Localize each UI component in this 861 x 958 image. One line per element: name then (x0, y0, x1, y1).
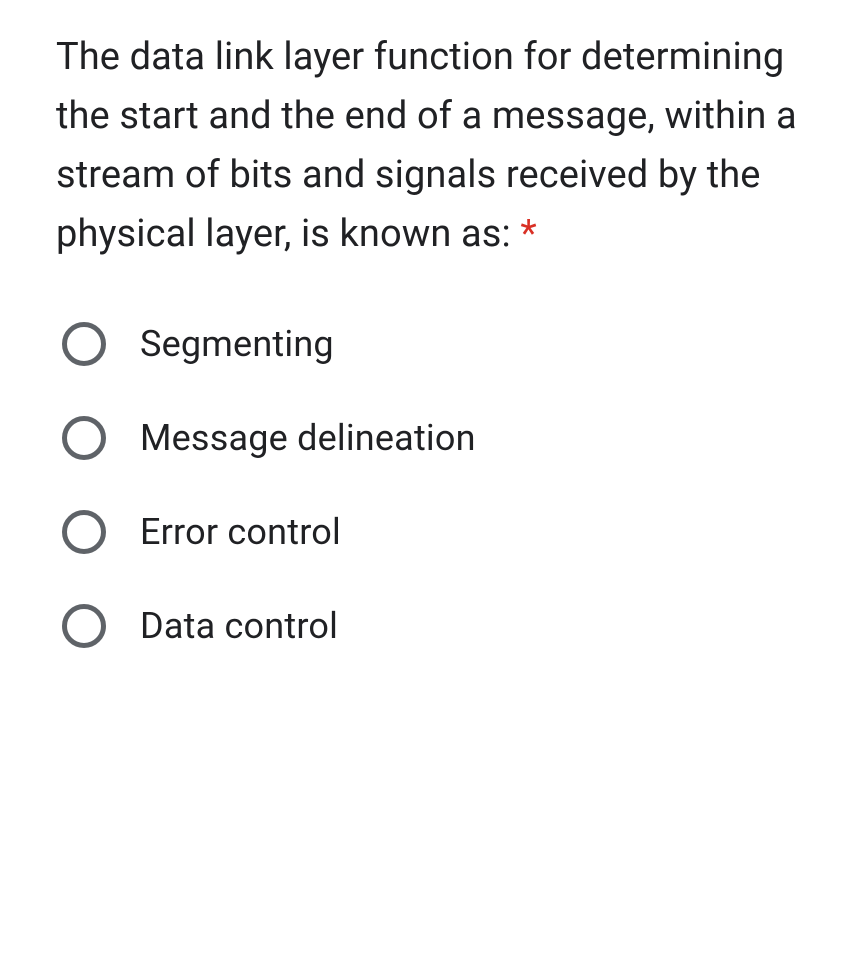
question-body: The data link layer function for determi… (56, 35, 797, 256)
option-label: Message delineation (140, 417, 476, 459)
required-asterisk: * (520, 212, 536, 256)
radio-icon (62, 322, 106, 366)
radio-icon (62, 510, 106, 554)
option-label: Segmenting (140, 323, 334, 365)
radio-icon (62, 416, 106, 460)
option-error-control[interactable]: Error control (62, 510, 825, 554)
options-group: Segmenting Message delineation Error con… (56, 322, 825, 648)
option-segmenting[interactable]: Segmenting (62, 322, 825, 366)
option-message-delineation[interactable]: Message delineation (62, 416, 825, 460)
option-label: Data control (140, 605, 338, 647)
radio-icon (62, 604, 106, 648)
option-label: Error control (140, 511, 341, 553)
question-text: The data link layer function for determi… (56, 28, 825, 264)
option-data-control[interactable]: Data control (62, 604, 825, 648)
